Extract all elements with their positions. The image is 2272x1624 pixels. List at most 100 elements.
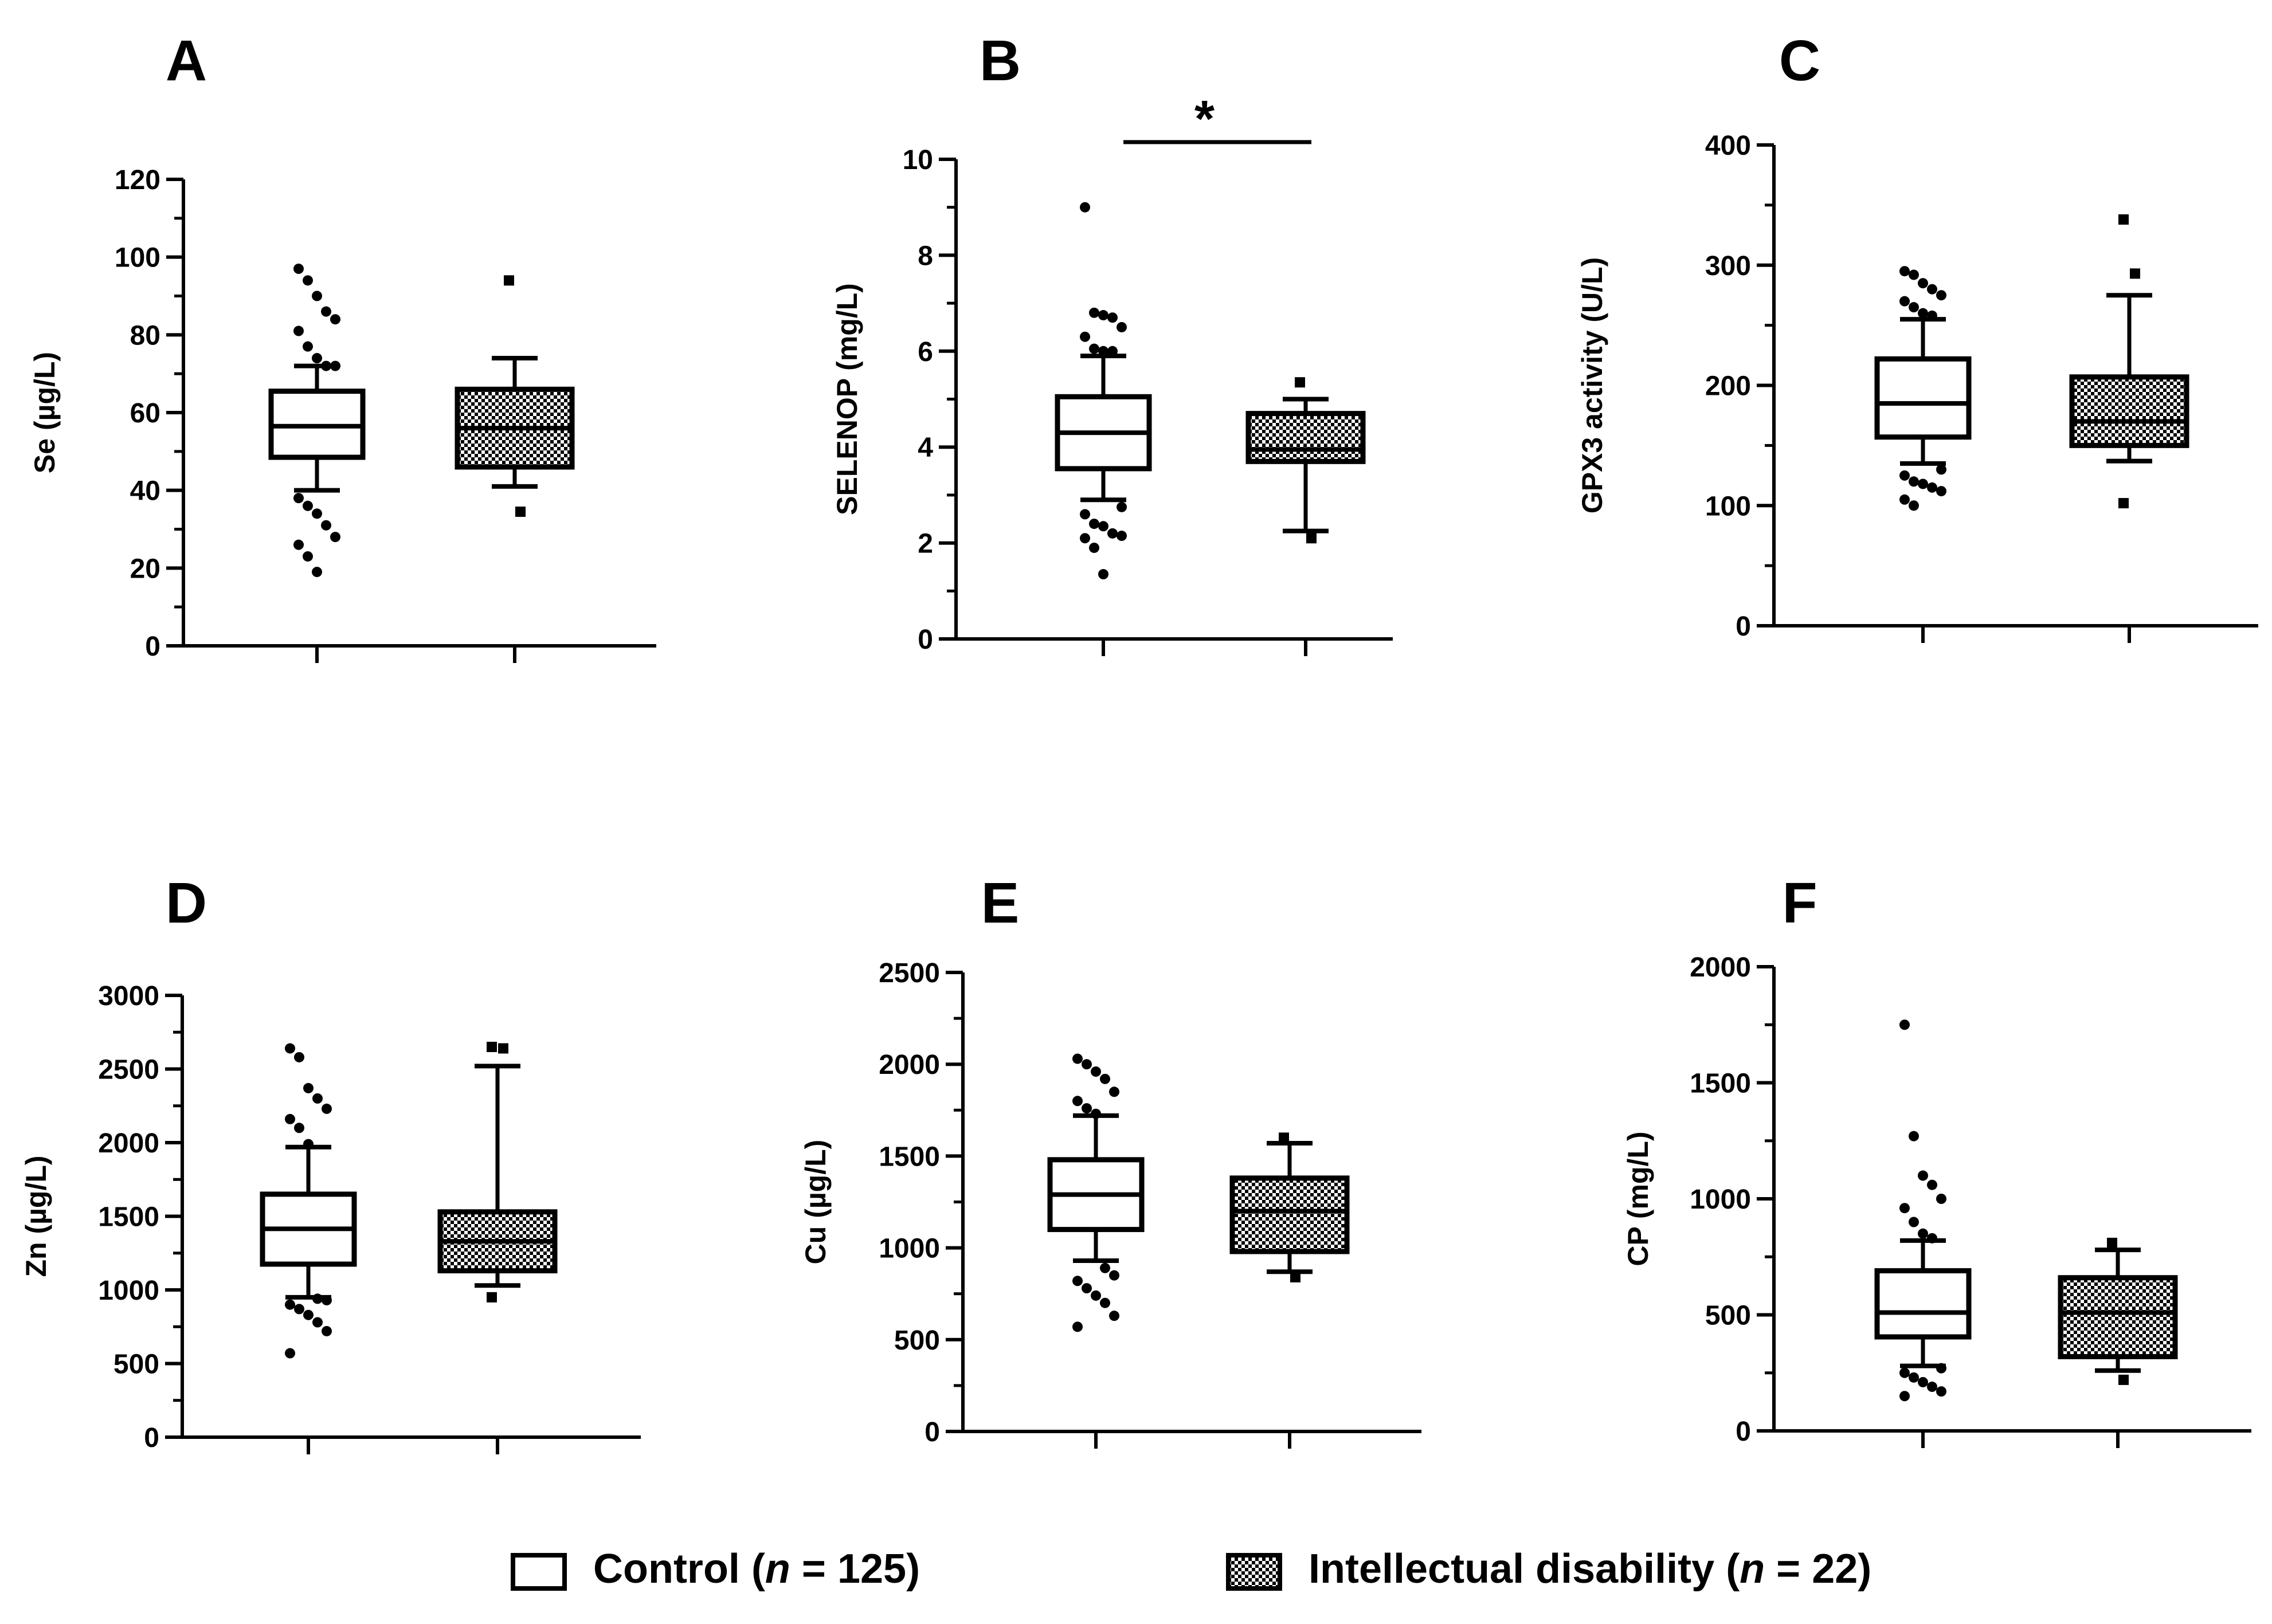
panel-B: B 0 2 4 6 8 10 SELENOP (mg/L) * bbox=[831, 29, 1393, 656]
y-axis-label: CP (mg/L) bbox=[1622, 1131, 1654, 1266]
outlier-point bbox=[1295, 377, 1305, 388]
outlier-point bbox=[1899, 470, 1910, 481]
outlier-point bbox=[312, 353, 322, 364]
outlier-point bbox=[285, 1113, 295, 1124]
y-tick-label: 0 bbox=[1736, 1417, 1751, 1447]
y-tick-label: 500 bbox=[894, 1325, 940, 1356]
y-tick-label: 100 bbox=[1705, 491, 1751, 521]
outlier-point bbox=[1899, 1391, 1910, 1402]
outlier-point bbox=[303, 551, 313, 562]
outlier-point bbox=[285, 1043, 295, 1054]
outlier-point bbox=[322, 1325, 332, 1336]
outlier-point bbox=[1927, 1233, 1937, 1244]
y-tick-label: 0 bbox=[918, 625, 933, 655]
outlier-point bbox=[515, 506, 526, 517]
panel-C: C 0 100 200 300 400 GPX3 activity (U/L) bbox=[1576, 29, 2258, 643]
box-control bbox=[1055, 202, 1152, 580]
y-tick-label: 200 bbox=[1705, 371, 1751, 402]
panel-letter: D bbox=[166, 871, 207, 935]
outlier-point bbox=[1098, 569, 1108, 580]
outlier-point bbox=[330, 360, 340, 371]
outlier-point bbox=[330, 532, 340, 543]
outlier-point bbox=[1899, 266, 1910, 277]
outlier-point bbox=[498, 1043, 508, 1054]
outlier-point bbox=[1936, 464, 1946, 475]
outlier-point bbox=[1080, 202, 1090, 213]
legend-label: Control (n = 125) bbox=[593, 1546, 920, 1592]
y-tick-label: 120 bbox=[115, 165, 160, 195]
legend: Control (n = 125) Intellectual disability… bbox=[511, 1546, 1871, 1592]
y-tick-label: 2000 bbox=[98, 1128, 159, 1159]
box-iqr bbox=[2058, 1275, 2178, 1359]
outlier-point bbox=[1117, 531, 1127, 542]
y-axis-label: Zn (µg/L) bbox=[20, 1155, 52, 1277]
outlier-point bbox=[312, 567, 322, 578]
box-control bbox=[268, 264, 366, 578]
y-tick-label: 100 bbox=[115, 243, 160, 273]
outlier-point bbox=[504, 275, 514, 286]
outlier-point bbox=[1072, 1096, 1083, 1107]
outlier-point bbox=[293, 493, 304, 504]
outlier-point bbox=[1909, 476, 1919, 487]
legend-item-control: Control (n = 125) bbox=[511, 1546, 920, 1592]
outlier-point bbox=[303, 341, 313, 352]
panel-E: E 0 500 1000 1500 2000 2500 Cu (µg/L) bbox=[800, 871, 1421, 1449]
outlier-point bbox=[1089, 343, 1099, 354]
legend-swatch bbox=[1226, 1553, 1282, 1591]
outlier-point bbox=[321, 306, 331, 317]
outlier-point bbox=[1109, 1311, 1119, 1321]
legend-swatch bbox=[511, 1553, 567, 1591]
y-tick-label: 0 bbox=[145, 631, 160, 662]
outlier-point bbox=[1109, 1086, 1119, 1097]
outlier-point bbox=[1098, 521, 1108, 532]
outlier-point bbox=[1899, 494, 1910, 505]
outlier-point bbox=[1091, 1290, 1101, 1301]
outlier-point bbox=[2118, 214, 2129, 225]
y-tick-label: 1000 bbox=[98, 1276, 159, 1306]
outlier-point bbox=[1082, 1103, 1092, 1114]
y-axis-label: GPX3 activity (U/L) bbox=[1576, 257, 1608, 513]
outlier-point bbox=[1290, 1272, 1300, 1282]
outlier-point bbox=[303, 500, 313, 511]
outlier-point bbox=[303, 1309, 314, 1320]
outlier-point bbox=[303, 1082, 314, 1093]
outlier-point bbox=[312, 1093, 323, 1104]
box-intellectual-disability bbox=[1229, 1132, 1350, 1282]
outlier-point bbox=[1091, 1066, 1101, 1077]
outlier-point bbox=[322, 1295, 332, 1305]
outlier-point bbox=[1918, 1170, 1928, 1181]
y-tick-label: 1500 bbox=[879, 1141, 940, 1172]
y-tick-label: 4 bbox=[918, 433, 933, 463]
outlier-point bbox=[487, 1041, 497, 1052]
outlier-point bbox=[294, 1123, 304, 1133]
y-tick-label: 2000 bbox=[879, 1050, 940, 1080]
y-tick-label: 10 bbox=[903, 145, 933, 175]
y-tick-label: 400 bbox=[1705, 131, 1751, 161]
outlier-point bbox=[1089, 519, 1099, 529]
y-tick-label: 20 bbox=[130, 554, 160, 584]
outlier-point bbox=[1927, 482, 1937, 493]
outlier-point bbox=[285, 1299, 295, 1310]
outlier-point bbox=[1089, 307, 1099, 318]
box-intellectual-disability bbox=[455, 275, 575, 517]
y-tick-label: 8 bbox=[918, 241, 933, 271]
outlier-point bbox=[1909, 1131, 1919, 1141]
outlier-point bbox=[1117, 321, 1127, 332]
outlier-point bbox=[1936, 1386, 1946, 1397]
box-intellectual-disability bbox=[437, 1041, 558, 1303]
panel-letter: E bbox=[981, 871, 1020, 935]
y-tick-label: 0 bbox=[144, 1423, 159, 1453]
outlier-point bbox=[1936, 290, 1946, 301]
outlier-point bbox=[1927, 1179, 1937, 1190]
box-control bbox=[1874, 266, 1972, 511]
outlier-point bbox=[1899, 1367, 1910, 1378]
outlier-point bbox=[1918, 308, 1928, 319]
outlier-point bbox=[1927, 284, 1937, 295]
panel-letter: B bbox=[980, 29, 1021, 93]
y-tick-label: 1500 bbox=[98, 1202, 159, 1233]
panel-D: D 0 500 1000 1500 2000 2500 3000 Zn (µg/L) bbox=[20, 871, 641, 1454]
outlier-point bbox=[321, 360, 331, 371]
y-axis-label: Se (µg/L) bbox=[29, 352, 61, 473]
y-tick-label: 1000 bbox=[879, 1234, 940, 1264]
